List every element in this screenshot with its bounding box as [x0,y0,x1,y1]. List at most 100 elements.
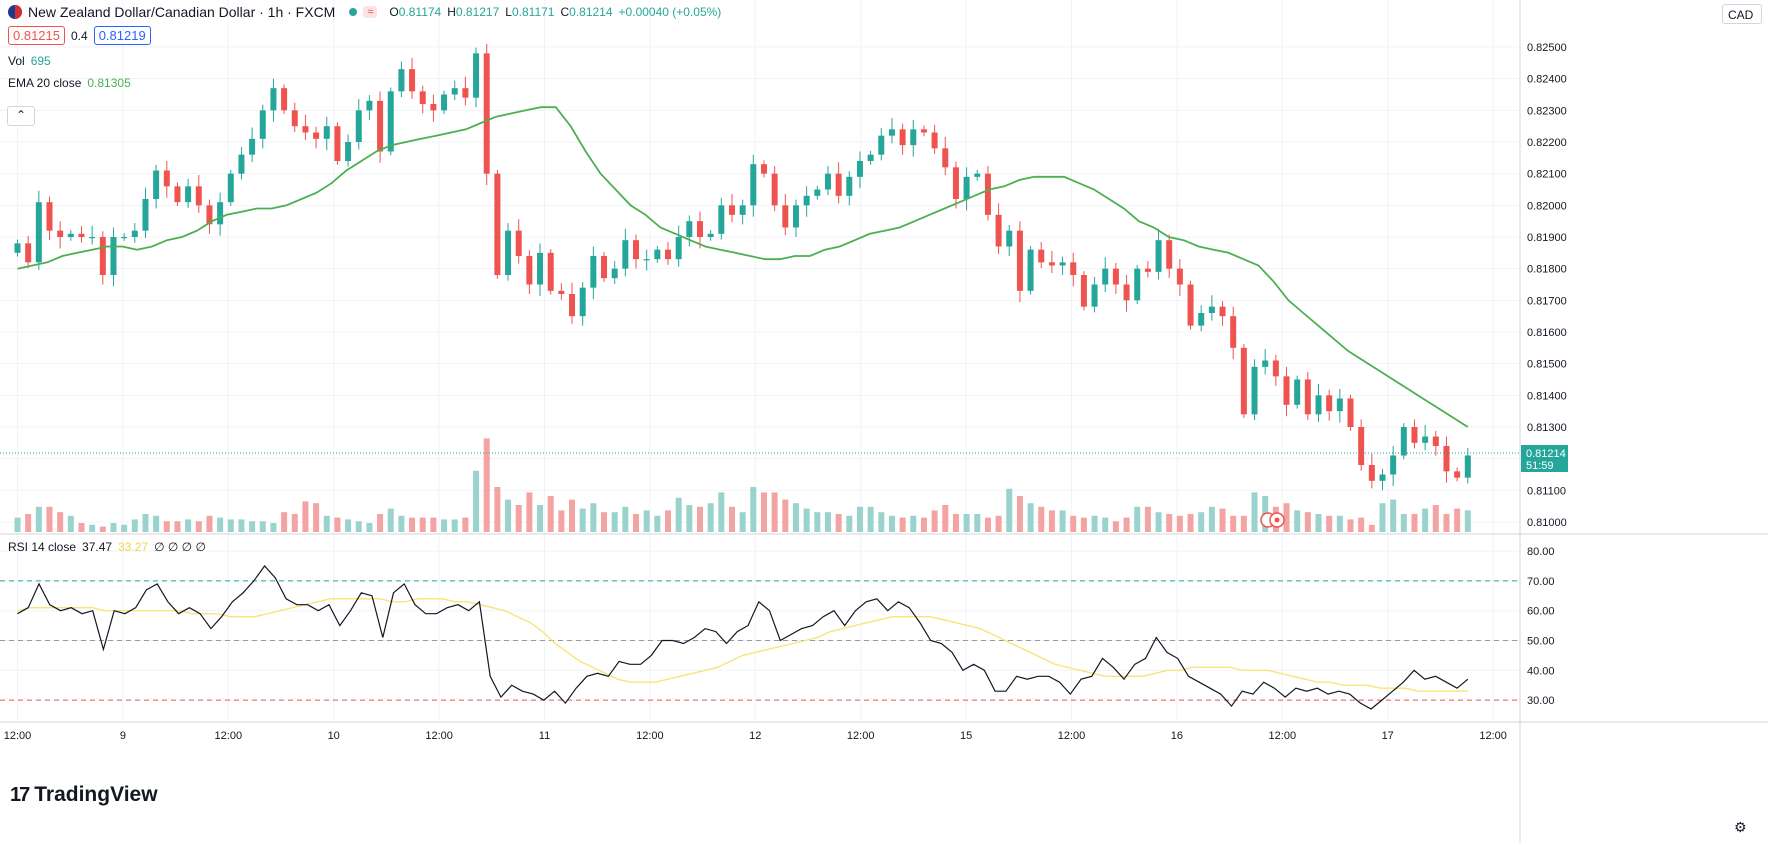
symbol-title[interactable]: New Zealand Dollar/Canadian Dollar · 1h … [28,4,336,20]
volume-bar [302,501,309,532]
currency-selector[interactable]: CAD [1722,4,1762,24]
volume-bar [654,515,661,532]
volume-bar [1027,503,1034,532]
ema-legend[interactable]: EMA 20 close 0.81305 [8,76,131,90]
ohlc-close: C0.81214 [560,5,613,19]
volume-bar [1219,508,1226,532]
volume-bar [89,524,96,532]
volume-bar [398,515,405,532]
price-tick-label: 0.82500 [1527,42,1567,54]
rsi-tick-label: 60.00 [1527,606,1555,618]
candle-body [1070,262,1077,275]
candle-body [163,170,170,187]
volume-bar [515,505,522,532]
candle-body [398,69,405,92]
volume-bar [569,499,576,532]
settings-gear-icon[interactable]: ⚙ [1734,819,1747,835]
ask-price[interactable]: 0.81219 [93,26,151,45]
rsi-tick-label: 80.00 [1527,546,1555,558]
time-tick-label: 16 [1171,730,1183,742]
volume-bar [920,517,927,532]
rsi-legend[interactable]: RSI 14 close 37.47 33.27 ∅ ∅ ∅ ∅ [8,540,206,554]
candle-body [867,154,874,161]
rsi-axis[interactable]: 80.00 70.00 60.00 50.00 40.00 30.00 [1527,546,1555,707]
candle-body [675,237,682,260]
candle-body [1102,268,1109,285]
volume-bar [163,521,170,532]
candle-body [78,233,85,237]
volume-bar [739,512,746,532]
price-tick-label: 0.82400 [1527,74,1567,86]
volume-bar [974,514,981,532]
candle-body [377,100,384,152]
time-tick-label: 9 [120,730,126,742]
candle-body [707,233,714,237]
candle-body [1422,436,1429,443]
candle-body [1368,465,1375,481]
logo-text: TradingView [34,783,158,806]
volume-bar [483,438,490,532]
volume-bar [601,512,608,532]
candle-body [483,53,490,174]
collapse-legend-button[interactable]: ⌃ [7,106,35,126]
time-tick-label: 12 [749,730,761,742]
volume-bar [537,505,544,532]
volume-bar [131,519,138,532]
price-tick-label: 0.81900 [1527,232,1567,244]
candle-body [185,186,192,203]
market-status-icon[interactable] [349,8,358,16]
volume-bar [153,515,160,532]
candle-body [686,221,693,237]
volume-bar [1112,521,1119,532]
candle-body [803,195,810,206]
volume-bar [1251,492,1258,532]
volume-bar [14,517,21,532]
volume-bar [505,499,512,532]
volume-bar [665,510,672,532]
volume-bar [1080,517,1087,532]
candle-body [515,230,522,256]
bid-ask-row: 0.81215 0.4 0.81219 [8,26,151,45]
volume-bar [878,512,885,532]
volume-bar [1155,512,1162,532]
time-tick-label: 12:00 [4,730,32,742]
volume-bar [643,510,650,532]
volume-bar [1304,512,1311,532]
volume-value: 695 [30,54,51,68]
economic-event-icon[interactable] [1260,512,1285,528]
candle-body [131,230,138,237]
candle-body [323,126,330,139]
tradingview-logo[interactable]: 17 TradingView [10,783,158,807]
volume-bar [1390,499,1397,532]
volume-bar [1038,506,1045,532]
time-axis[interactable]: 12:00 9 12:00 10 12:00 11 12:00 12 12:00 15 12:00 1… [4,730,1507,742]
volume-bar [1294,510,1301,532]
candle-body [995,214,1002,247]
candle-body [1432,436,1439,446]
compare-icon[interactable]: ≈ [363,6,378,18]
volume-bar [771,492,778,532]
volume-legend[interactable]: Vol 695 [8,54,51,68]
symbol-legend[interactable]: New Zealand Dollar/Canadian Dollar · 1h … [8,4,721,20]
ohlc-high: H0.81217 [447,5,500,19]
volume-bar [824,512,831,532]
candle-body [569,294,576,317]
bid-price[interactable]: 0.81215 [8,26,65,45]
candle-body [1038,249,1045,263]
spread-value: 0.4 [71,28,88,43]
candle-body [1048,262,1055,266]
candle-body [537,252,544,285]
volume-bar [910,515,917,532]
candle-body [1187,284,1194,326]
candle-body [25,243,32,263]
candle-body [547,252,554,291]
candle-body [227,173,234,203]
candle-body [974,173,981,177]
volume-bar [526,492,533,532]
candle-body [217,202,224,225]
volume-bar [931,510,938,532]
volume-bar [867,506,874,532]
volume-bar [1187,514,1194,532]
candle-body [1198,313,1205,326]
